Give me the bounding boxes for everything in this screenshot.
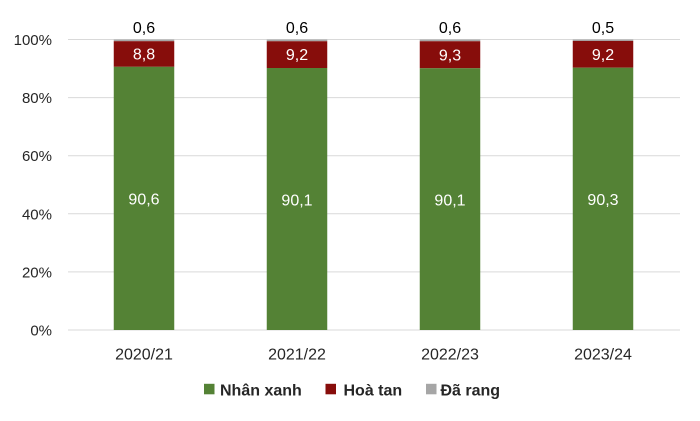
svg-text:0,6: 0,6 — [286, 20, 308, 37]
svg-text:20%: 20% — [22, 264, 52, 281]
svg-text:100%: 100% — [14, 32, 52, 49]
svg-text:0%: 0% — [30, 323, 52, 340]
svg-text:9,2: 9,2 — [286, 47, 308, 64]
svg-text:90,1: 90,1 — [281, 192, 312, 209]
svg-text:9,2: 9,2 — [592, 47, 614, 64]
svg-text:90,3: 90,3 — [587, 192, 618, 209]
svg-text:0,5: 0,5 — [592, 20, 614, 37]
svg-text:Nhân xanh: Nhân xanh — [220, 382, 302, 399]
svg-text:8,8: 8,8 — [133, 47, 155, 64]
svg-text:0,6: 0,6 — [133, 20, 155, 37]
svg-text:Hoà tan: Hoà tan — [344, 382, 403, 399]
svg-text:90,6: 90,6 — [128, 192, 159, 209]
svg-text:2022/23: 2022/23 — [421, 346, 479, 363]
svg-text:2021/22: 2021/22 — [268, 346, 326, 363]
svg-text:2020/21: 2020/21 — [115, 346, 173, 363]
svg-text:80%: 80% — [22, 90, 52, 107]
svg-text:0,6: 0,6 — [439, 20, 461, 37]
svg-text:90,1: 90,1 — [434, 192, 465, 209]
svg-text:40%: 40% — [22, 206, 52, 223]
svg-text:Đã rang: Đã rang — [441, 382, 501, 399]
svg-text:9,3: 9,3 — [439, 47, 461, 64]
svg-text:60%: 60% — [22, 148, 52, 165]
svg-text:2023/24: 2023/24 — [574, 346, 632, 363]
